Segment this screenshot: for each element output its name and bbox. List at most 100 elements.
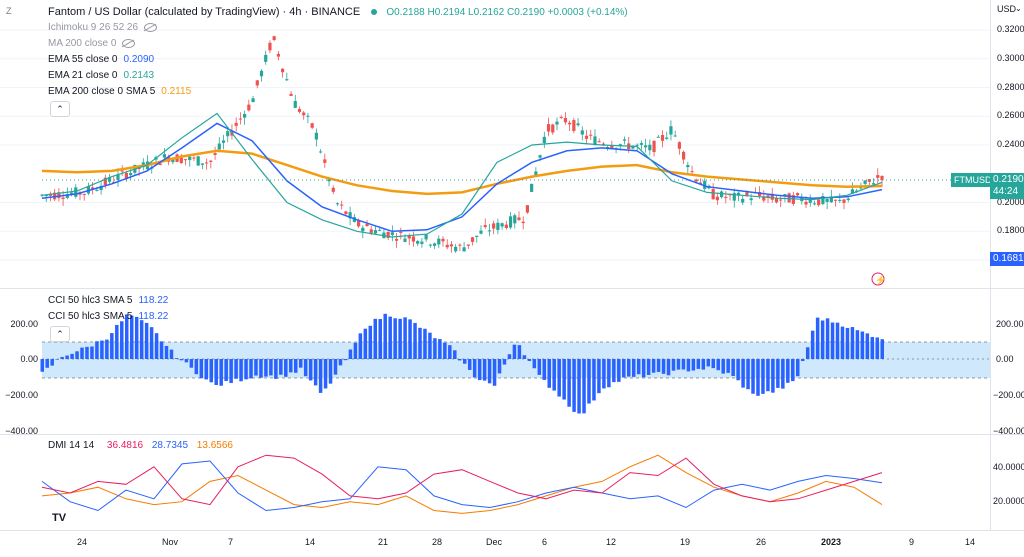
cci-bar — [562, 359, 566, 400]
countdown-tag: 44:24 — [990, 185, 1024, 199]
cci-bar — [289, 359, 293, 373]
ma200-label: MA 200 close 0 — [48, 38, 117, 49]
cci-bar — [274, 359, 278, 379]
candle — [255, 80, 259, 89]
cci-bar — [373, 318, 378, 359]
cci-bar — [438, 339, 442, 359]
cci-bar — [815, 317, 820, 359]
candle — [390, 225, 394, 242]
ema21-legend[interactable]: EMA 21 close 0 0.2143 — [48, 70, 154, 81]
cci-bar — [820, 320, 825, 359]
cci-bar — [433, 338, 437, 359]
candle — [445, 239, 449, 250]
price-axis-tick: 0.1800 — [997, 225, 1024, 236]
candle — [698, 178, 703, 185]
cci-bar — [229, 359, 233, 384]
ichimoku-legend[interactable]: Ichimoku 9 26 52 26 — [48, 22, 158, 33]
ema55-legend[interactable]: EMA 55 close 0 0.2090 — [48, 54, 154, 65]
symbol-header[interactable]: Fantom / US Dollar (calculated by Tradin… — [48, 6, 628, 18]
hidden-eye-icon[interactable] — [122, 38, 136, 48]
currency-dropdown-icon[interactable]: ⌄ — [1015, 4, 1022, 13]
tradingview-logo[interactable]: TV — [52, 512, 67, 524]
cci-bar — [741, 359, 745, 388]
cci-bar — [835, 322, 840, 359]
cci-bar — [418, 327, 422, 359]
cci-bar — [880, 339, 884, 359]
candle — [597, 138, 601, 143]
candle — [251, 96, 255, 103]
time-axis[interactable] — [0, 530, 1024, 557]
cci-bar — [726, 359, 730, 373]
cci-bar — [696, 359, 701, 369]
cci-bar — [110, 333, 114, 359]
candle — [348, 206, 352, 226]
cci-bar — [746, 359, 750, 390]
price-axis[interactable]: USD ⌄ — [990, 0, 1024, 288]
cci-axis-left: 200.00 0.00 −200.00 −400.00 — [0, 289, 40, 436]
candle — [622, 136, 627, 145]
candle — [787, 192, 791, 203]
cci-value-1: 118.22 — [138, 295, 169, 306]
cci-bar — [631, 359, 636, 377]
flash-icon[interactable] — [871, 272, 885, 286]
candle — [116, 168, 120, 187]
dmi-legend[interactable]: DMI 14 14 36.4816 28.7345 13.6566 — [48, 440, 233, 451]
candle — [766, 194, 770, 203]
cci-bar — [308, 359, 313, 381]
cci-legend-2[interactable]: CCI 50 hlc3 SMA 5 118.22 — [48, 311, 168, 322]
cci-histogram — [40, 313, 884, 414]
candle — [542, 131, 546, 148]
pane-divider[interactable] — [0, 288, 1024, 289]
candle — [829, 189, 833, 204]
cci-bar — [622, 359, 626, 378]
cci-bar — [174, 358, 179, 359]
ema200-legend[interactable]: EMA 200 close 0 SMA 5 0.2115 — [48, 86, 191, 97]
hidden-eye-icon[interactable] — [144, 22, 158, 32]
currency-label[interactable]: USD — [997, 4, 1017, 14]
ema21-line — [41, 112, 883, 238]
ma200-legend[interactable]: MA 200 close 0 — [48, 38, 136, 49]
time-axis-tick: Dec — [486, 537, 503, 547]
price-chart[interactable]: ⚡ — [0, 0, 990, 288]
candle — [644, 138, 648, 153]
candle — [521, 216, 525, 230]
candle — [648, 139, 652, 156]
cci-bar — [363, 328, 368, 359]
cci-bar — [800, 359, 805, 362]
cci-bar — [796, 359, 800, 377]
candle — [483, 218, 487, 229]
candle — [639, 140, 643, 150]
candle — [344, 210, 348, 216]
cci-bar — [721, 359, 725, 374]
symbol-title[interactable]: Fantom / US Dollar (calculated by Tradin… — [48, 6, 361, 18]
zoom-label[interactable]: Z — [6, 6, 12, 16]
cci-bar — [423, 328, 427, 359]
candle — [715, 192, 719, 205]
cci-chart[interactable] — [0, 289, 990, 434]
cci-bar — [65, 355, 69, 359]
ema21-value: 0.2143 — [123, 70, 155, 81]
dmi-axis[interactable]: 40.0000 20.0000 — [990, 435, 1024, 530]
cci-bar — [552, 359, 556, 391]
cci-bar — [239, 359, 243, 382]
pane-divider[interactable] — [0, 434, 1024, 435]
low-price-tag: 0.1681 — [990, 252, 1024, 266]
cci-bar — [731, 359, 735, 376]
dmi-chart[interactable] — [0, 435, 990, 530]
candle — [677, 141, 681, 155]
candle — [120, 165, 124, 176]
collapse-legend-button[interactable]: ⌃ — [50, 101, 70, 117]
candle — [458, 243, 462, 251]
cci-bar — [602, 359, 606, 389]
cci-legend-1[interactable]: CCI 50 hlc3 SMA 5 118.22 — [48, 295, 168, 306]
cci-bar — [830, 322, 835, 359]
cci-axis-right[interactable]: 200.00 0.00 −200.00 −400.00 — [990, 289, 1024, 436]
candle — [842, 198, 846, 210]
cci-bar — [95, 341, 99, 359]
cci-bar — [348, 349, 353, 359]
dmi-tick: 20.0000 — [993, 496, 1024, 506]
collapse-cci-legend-button[interactable]: ⌃ — [50, 326, 70, 342]
dmi-label: DMI 14 14 — [48, 440, 95, 451]
cci-bar — [224, 359, 228, 382]
candle — [272, 35, 276, 42]
